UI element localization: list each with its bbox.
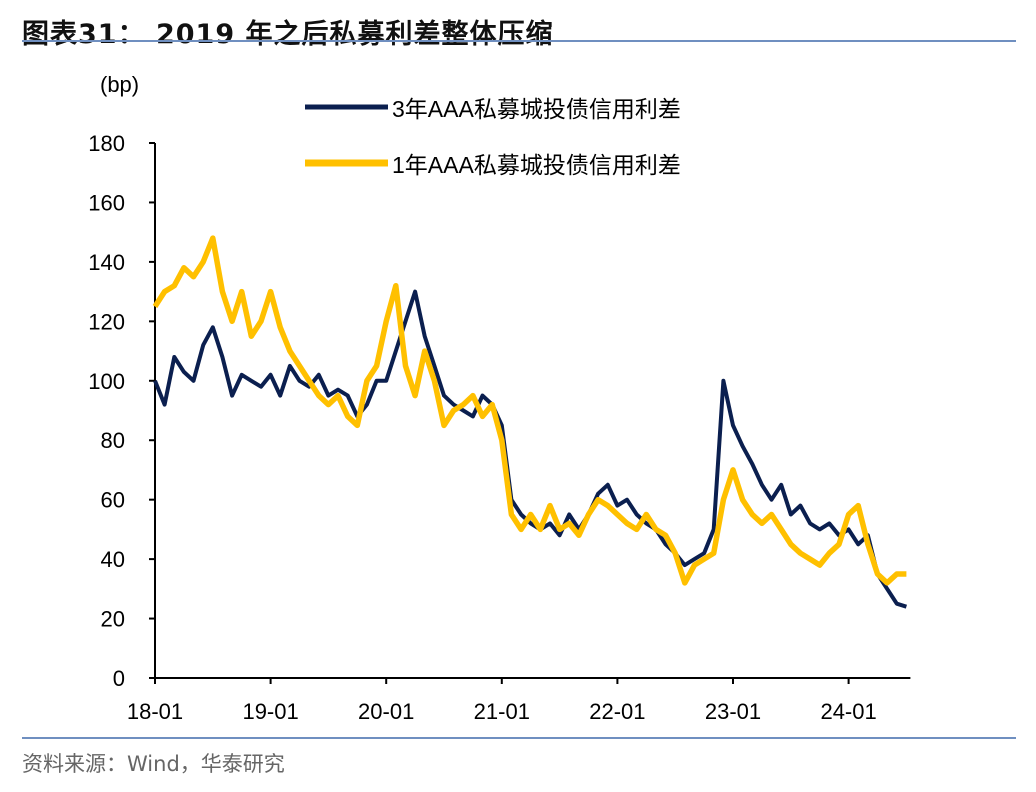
y-tick-label: 180 (88, 131, 125, 156)
series-3y-line (153, 289, 907, 609)
x-tick-label: 22-01 (589, 699, 645, 724)
legend-label-3y: 3年AAA私募城投债信用利差 (392, 96, 681, 122)
source-note: 资料来源：Wind，华泰研究 (22, 752, 285, 776)
x-tick-label: 18-01 (127, 699, 183, 724)
legend-label-1y: 1年AAA私募城投债信用利差 (392, 152, 681, 178)
x-tick-label: 24-01 (820, 699, 876, 724)
chart-title: 图表31： 2019 年之后私募利差整体压缩 (22, 19, 554, 50)
y-tick-label: 60 (101, 488, 125, 513)
y-tick-label: 160 (88, 190, 125, 215)
y-tick-label: 120 (88, 309, 125, 334)
x-tick-label: 19-01 (242, 699, 298, 724)
series-1y-line (152, 235, 907, 586)
title-divider (22, 40, 1016, 42)
y-tick-label: 80 (101, 428, 125, 453)
y-tick-label: 140 (88, 250, 125, 275)
legend: 3年AAA私募城投债信用利差 1年AAA私募城投债信用利差 (305, 96, 681, 178)
y-tick-label: 100 (88, 369, 125, 394)
y-tick-label: 40 (101, 547, 125, 572)
x-tick-label: 23-01 (705, 699, 761, 724)
x-tick-label: 21-01 (474, 699, 530, 724)
y-axis-unit: (bp) (100, 72, 139, 97)
x-tick-label: 20-01 (358, 699, 414, 724)
footer-divider (22, 737, 1016, 739)
y-tick-label: 0 (113, 666, 125, 691)
y-tick-label: 20 (101, 607, 125, 632)
